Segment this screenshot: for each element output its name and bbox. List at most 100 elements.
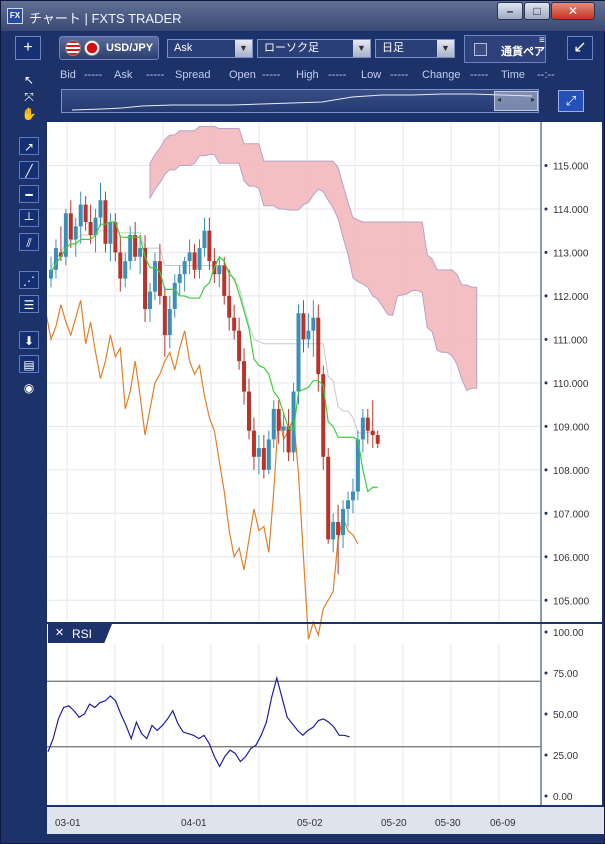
fibonacci-icon[interactable]: ☰ [19,295,39,313]
candle-body [311,317,316,331]
price-type-select[interactable]: Ask ▼ [167,39,253,58]
low-label: Low [361,69,382,81]
trendline-icon[interactable]: ╱ [19,161,39,179]
candle-body [286,426,291,453]
price-tick-dot [544,250,548,254]
change-value: ----- [470,69,489,81]
scroll-right-icon[interactable]: ▸ [530,95,535,104]
price-chart[interactable]: 115.000 114.000 113.000 112.000 111.000 110.0… [47,122,604,834]
candle-body [321,374,326,457]
candle-body [83,204,88,222]
overview-scroll-bar[interactable]: ◂ ▸ [61,89,539,113]
rsi-tick-dot [544,712,548,716]
price-tick-label: 107.000 [553,509,590,520]
candle-body [162,295,167,336]
rsi-tick-dot [544,794,548,798]
horizontal-line-icon[interactable]: ━ [19,185,39,203]
ray-icon[interactable]: ↗ [19,137,39,155]
hand-icon[interactable]: ✋ [21,107,37,121]
time-tick-label: 05-02 [297,818,323,829]
menu-icon[interactable]: ≡ [539,35,545,46]
zoom-fit-button[interactable]: ⤢ [558,90,584,112]
channel-icon[interactable]: ⫽ [19,233,39,251]
candle-body [152,261,157,292]
candle-body [177,274,182,283]
timeframe-select[interactable]: 日足 ▼ [375,39,455,58]
candle-body [73,226,78,240]
candle-body [350,491,355,501]
open-value: ----- [262,69,281,81]
candle-body [256,448,261,457]
compare-pair-toggle[interactable]: 通貨ペア [464,35,546,63]
price-tick-dot [544,511,548,515]
rsi-tick-label: 100.00 [553,628,584,639]
time-tick-label: 04-01 [181,818,207,829]
bid-label: Bid [60,69,76,81]
candle-body [187,252,192,262]
compare-checkbox[interactable] [474,43,487,56]
candle-body [222,265,227,296]
fan-icon[interactable]: ⋰ [19,271,39,289]
rsi-line [47,675,350,768]
overview-thumb[interactable]: ◂ ▸ [494,91,538,111]
crosshair-icon[interactable]: ⤧ [24,90,34,104]
change-label: Change [422,69,461,81]
minimize-button[interactable]: – [497,2,523,20]
rsi-tick-label: 50.00 [553,710,578,721]
title-bar[interactable]: FX チャート | FXTS TRADER – □ ✕ [1,1,605,31]
candle-body [49,269,53,279]
time-tick-label: 05-20 [381,818,407,829]
rsi-tick-label: 25.00 [553,751,578,762]
rsi-tick-dot [544,630,548,634]
close-button[interactable]: ✕ [551,2,595,20]
price-tick-label: 106.000 [553,553,590,564]
detach-window-button[interactable]: ↙ [567,36,593,60]
price-tick-dot [544,598,548,602]
symbol-selector-button[interactable]: USD/JPY [59,36,159,60]
price-tick-dot [544,337,548,341]
camera-icon[interactable]: ◉ [23,381,35,395]
download-icon[interactable]: ⬇ [19,331,39,349]
scroll-left-icon[interactable]: ◂ [497,95,502,104]
candle-body [360,417,365,440]
vertical-line-icon[interactable]: ┴ [19,209,39,227]
candle-body [207,230,212,262]
candle-body [266,439,271,470]
time-tick-label: 06-09 [490,818,516,829]
candle-body [192,252,197,270]
candle-body [281,426,286,431]
candle-body [133,235,138,257]
window-title: チャート | FXTS TRADER [29,11,182,26]
price-tick-label: 114.000 [553,205,589,216]
price-tick-dot [544,555,548,559]
maximize-button[interactable]: □ [524,2,550,20]
candle-body [242,361,247,392]
list-icon[interactable]: ▤ [19,355,39,373]
candle-body [336,522,341,536]
rsi-panel-tab: ✕ RSI [48,624,112,643]
chart-type-select[interactable]: ローソク足 ▼ [257,39,371,58]
time-value: --:-- [537,69,555,81]
add-chart-button[interactable]: + [15,36,41,60]
close-icon[interactable]: ✕ [54,627,65,639]
candle-body [247,391,251,431]
ask-value: ----- [146,69,165,81]
japan-flag-icon [84,40,100,56]
bid-value: ----- [84,69,103,81]
tenkan-line [50,221,378,493]
pointer-icon[interactable]: ↖ [23,73,35,87]
chart-area[interactable]: 115.000 114.000 113.000 112.000 111.000 110.0… [46,121,604,834]
time-axis-band [47,806,604,834]
price-tick-dot [544,381,548,385]
price-tick-label: 112.000 [553,292,589,303]
compare-label: 通貨ペア [501,46,545,58]
overview-sparkline [71,93,533,111]
price-tick-label: 111.000 [553,335,588,346]
rsi-tick-label: 0.00 [553,792,573,803]
candle-body [301,313,306,340]
candle-body [157,261,162,296]
candle-body [108,222,113,244]
price-tick-dot [544,207,548,211]
candle-body [261,448,266,470]
candle-body [68,213,73,240]
